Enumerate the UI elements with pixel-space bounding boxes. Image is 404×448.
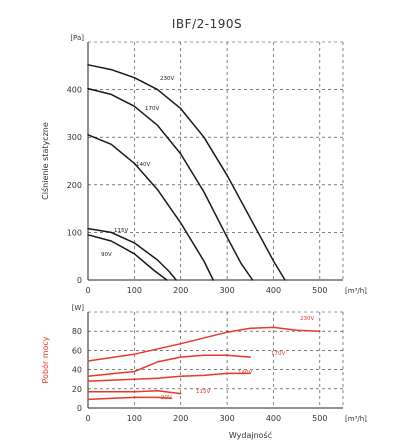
power-series-90v <box>87 396 173 401</box>
pressure-x-unit: [m³/h] <box>345 287 367 295</box>
chart-title: IBF/2-190S <box>172 17 242 31</box>
pressure-series-label-115v: 115V <box>114 228 128 234</box>
pressure-xtick-label: 0 <box>85 286 90 295</box>
pressure-y-unit: [Pa] <box>70 34 84 42</box>
power-x-label: Wydajność <box>229 430 272 440</box>
power-y-unit: [W] <box>72 304 85 312</box>
power-series-170v <box>87 354 252 378</box>
pressure-series-label-90v: 90V <box>101 252 112 258</box>
pressure-xtick-label: 300 <box>219 286 234 295</box>
power-series-230v <box>87 326 321 362</box>
power-ytick-label: 0 <box>77 404 82 413</box>
power-xtick-label: 200 <box>173 414 188 423</box>
pressure-series-90v <box>87 234 168 281</box>
power-series-label-90v: 90V <box>161 395 172 401</box>
power-ytick-label: 80 <box>72 327 82 336</box>
power-series-115v <box>87 389 182 395</box>
power-x-unit: [m³/h] <box>345 415 367 423</box>
power-series-label-115v: 115V <box>196 389 210 395</box>
pressure-ytick-label: 400 <box>67 86 82 95</box>
power-xtick-label: 0 <box>85 414 90 423</box>
pressure-ytick-label: 200 <box>67 181 82 190</box>
pressure-series-label-140v: 140V <box>136 162 150 168</box>
power-xtick-label: 300 <box>219 414 234 423</box>
pressure-series-140v <box>87 134 214 281</box>
power-series-label-140v: 140V <box>238 370 252 376</box>
power-ytick-label: 60 <box>72 346 82 355</box>
power-series-label-170v: 170V <box>271 351 285 357</box>
power-xtick-label: 100 <box>127 414 142 423</box>
power-ytick-label: 20 <box>72 385 82 394</box>
pressure-y-label: Ciśnienie statyczne <box>40 122 50 200</box>
power-series-140v <box>87 372 252 382</box>
pressure-xtick-label: 500 <box>312 286 327 295</box>
pressure-series-label-230v: 230V <box>160 76 174 82</box>
pressure-series-label-170v: 170V <box>145 106 159 112</box>
power-xtick-label: 400 <box>266 414 281 423</box>
pressure-ytick-label: 100 <box>67 228 82 237</box>
power-chart: 0 100 200 300 400 500 0 20 40 60 80 [W] [m³/h] Pobór … <box>40 304 367 440</box>
power-y-label: Pobór mocy <box>40 336 50 383</box>
pressure-xtick-label: 100 <box>127 286 142 295</box>
power-ytick-label: 40 <box>72 366 82 375</box>
pressure-xtick-label: 200 <box>173 286 188 295</box>
power-xtick-label: 500 <box>312 414 327 423</box>
pressure-series-230v <box>87 64 286 281</box>
power-series-label-230v: 230V <box>300 316 314 322</box>
pressure-series-170v <box>87 87 254 281</box>
pressure-ytick-label: 0 <box>77 276 82 285</box>
pressure-chart: 0 100 200 300 400 500 0 100 200 300 400 [Pa] [m³/h] C… <box>40 34 367 295</box>
pressure-ytick-label: 300 <box>67 133 82 142</box>
pressure-xtick-label: 400 <box>266 286 281 295</box>
pressure-series-115v <box>87 227 177 281</box>
